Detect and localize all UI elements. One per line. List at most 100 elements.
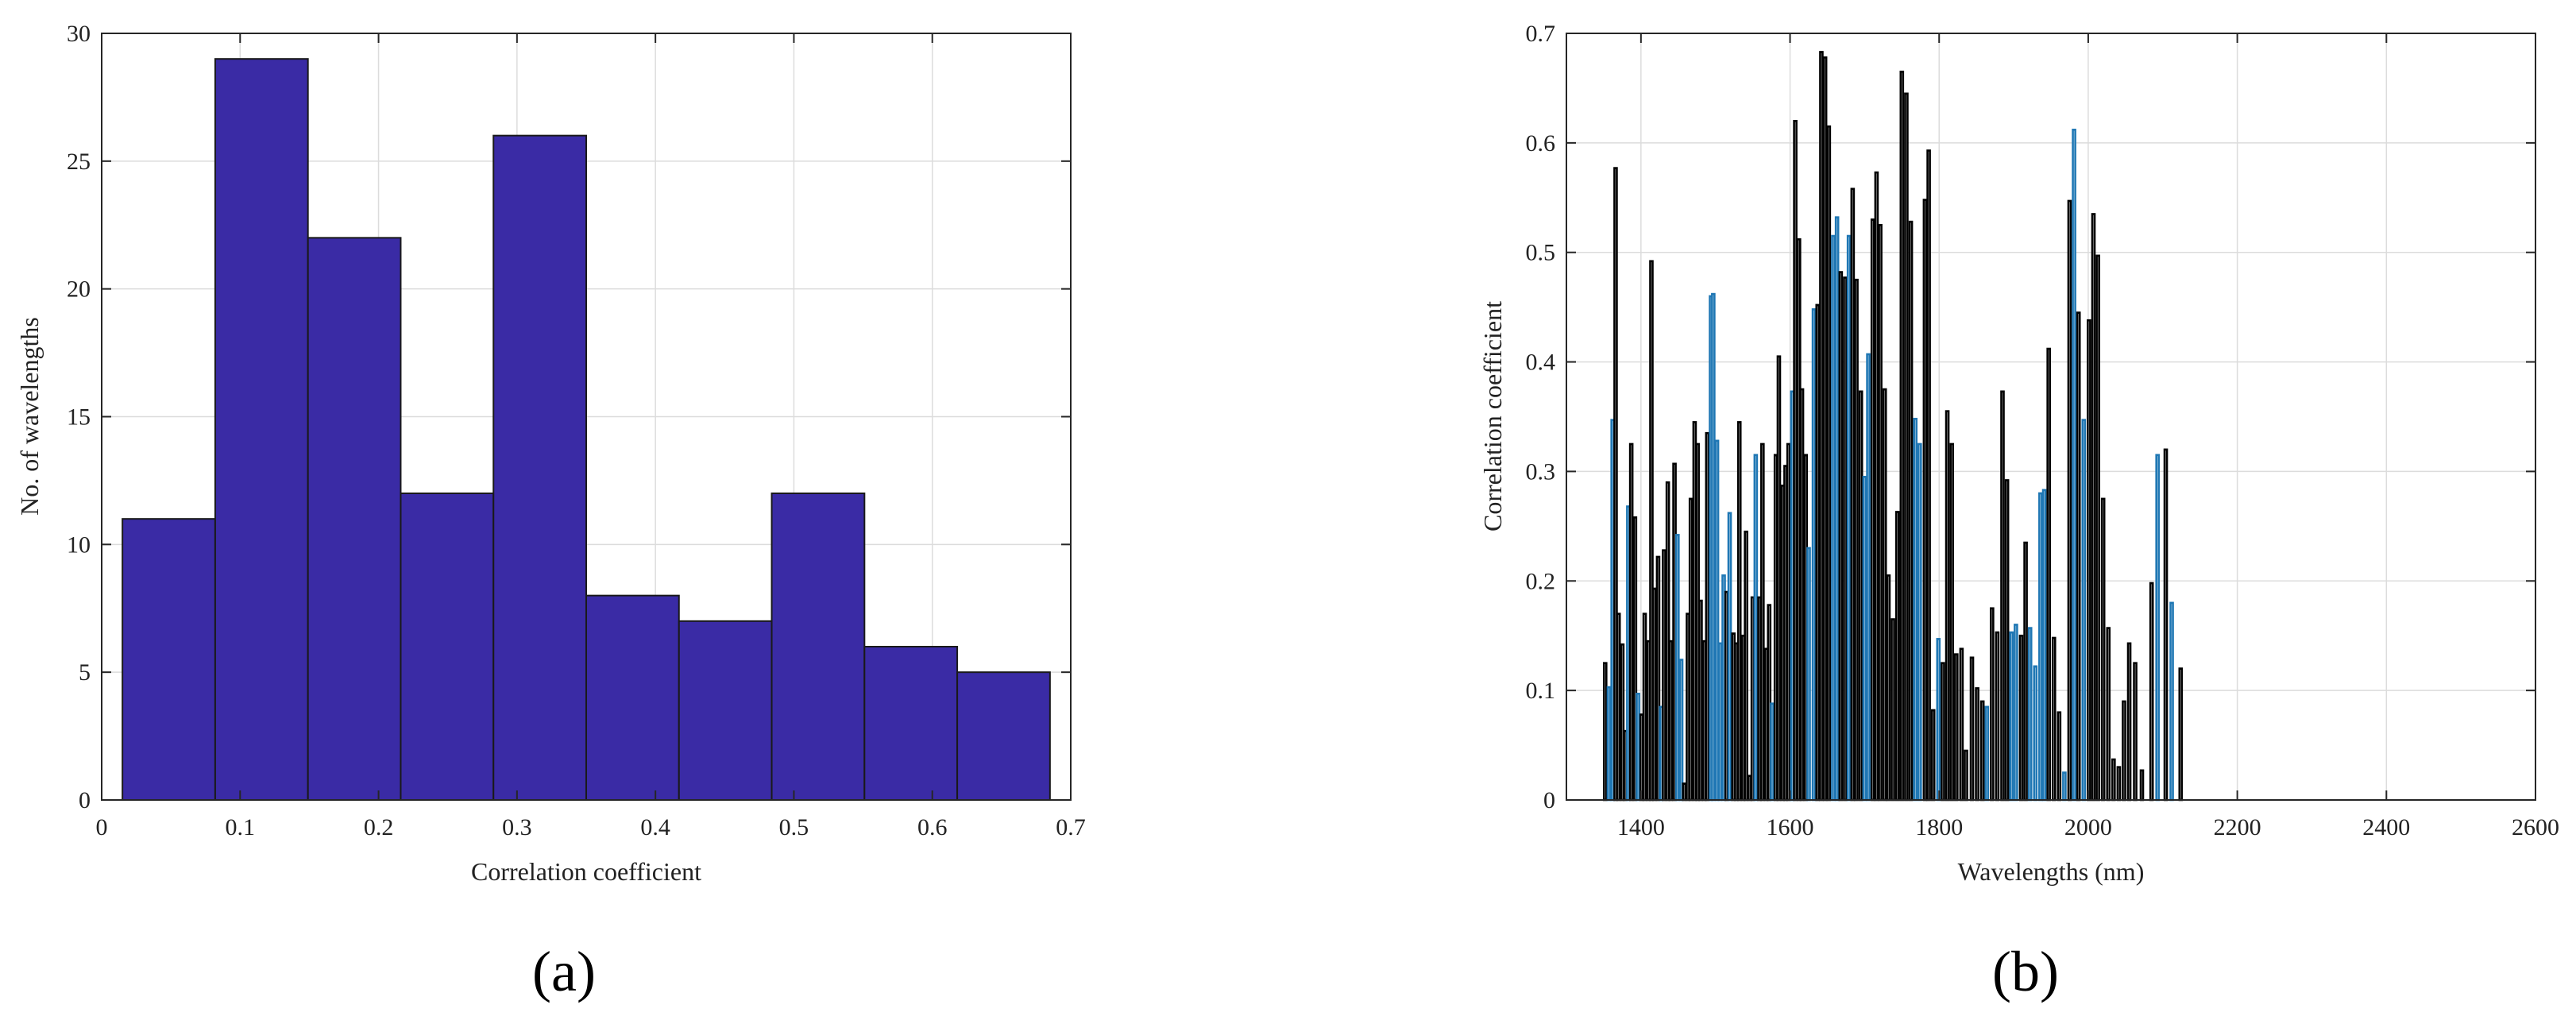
x-tick-label: 0 (96, 814, 108, 840)
wavelength-bar (1819, 51, 1824, 802)
wavelength-bar (1862, 476, 1867, 802)
wavelength-bar (2041, 489, 2047, 802)
wavelength-bar (1744, 530, 1748, 802)
wavelength-bar (1870, 218, 1875, 802)
wavelength-bar (2133, 662, 2138, 802)
wavelength-bar (1688, 497, 1694, 802)
axes-box-b (1566, 33, 2536, 801)
y-tick-label: 0.4 (1526, 350, 1556, 376)
wavelength-bar (1826, 125, 1832, 802)
wavelength-bar (1908, 220, 1914, 802)
wavelength-bar (2027, 627, 2033, 802)
x-axis-label-a: Correlation coefficient (471, 857, 701, 886)
wavelength-bar (2106, 627, 2111, 802)
histogram-bar (492, 134, 588, 801)
wavelength-bar (1811, 308, 1817, 802)
wavelength-bar (1878, 223, 1883, 802)
wavelength-bar (2062, 771, 2067, 802)
wavelength-bar (2004, 479, 2010, 802)
wavelength-bar (2072, 129, 2076, 802)
wavelength-bar (1922, 199, 1928, 802)
wavelength-bar (1854, 278, 1859, 802)
x-tick-label: 0.3 (502, 814, 532, 840)
wavelength-bar (1822, 56, 1828, 802)
y-tick-label: 0.2 (1526, 568, 1556, 594)
wavelength-bar (2169, 601, 2174, 802)
wavelength-bar (1926, 149, 1931, 802)
x-tick-label: 0.5 (779, 814, 809, 840)
x-tick-label: 0.2 (364, 814, 394, 840)
wavelength-bar (1760, 442, 1765, 802)
wavelength-bar (2126, 642, 2132, 802)
wavelength-bar (1954, 653, 1959, 802)
histogram-bar (122, 518, 216, 802)
y-tick-label: 5 (79, 659, 91, 686)
wavelength-bar (1904, 92, 1909, 802)
histogram-bar (678, 620, 773, 801)
panel-label-a: (a) (532, 940, 596, 1003)
wavelength-bar (1642, 612, 1647, 802)
wavelength-bar (1918, 442, 1922, 802)
wavelength-bar (1890, 618, 1895, 802)
wavelength-bar (1682, 782, 1687, 802)
wavelength-bar (1628, 442, 1634, 802)
wavelength-bar (1949, 442, 1954, 802)
wavelength-bar (1979, 700, 1985, 802)
x-tick-label: 0.6 (917, 814, 948, 840)
bars-a (122, 58, 1051, 802)
wavelength-bar (1793, 119, 1798, 802)
y-tick-label: 30 (67, 21, 91, 47)
x-axis-label-b: Wavelengths (nm) (1958, 857, 2145, 886)
wavelength-bar (1815, 303, 1821, 802)
wavelength-bar (1678, 659, 1684, 802)
wavelength-bar (2018, 634, 2024, 802)
wavelength-bar (1858, 390, 1863, 802)
x-tick-label: 2600 (2512, 814, 2559, 840)
wavelength-bar (1995, 631, 2000, 802)
wavelength-bar (1698, 599, 1703, 802)
histogram-bar (770, 493, 866, 801)
x-tick-label: 0.7 (1056, 814, 1086, 840)
wavelength-bar (1705, 431, 1710, 802)
wavelength-bar (2038, 492, 2043, 802)
wavelength-bar (2116, 766, 2122, 802)
y-tick-label: 0.7 (1526, 21, 1556, 47)
wavelength-bar (1786, 442, 1791, 802)
wavelength-bar (2111, 758, 2116, 802)
wavelength-bar (1831, 234, 1836, 802)
wavelength-bar (1717, 642, 1723, 802)
histogram-bar (585, 594, 680, 802)
wavelength-bar (2087, 319, 2091, 802)
wavelength-bar (1894, 511, 1900, 802)
y-tick-label: 0.5 (1526, 240, 1556, 266)
y-tick-label: 15 (67, 404, 91, 431)
y-tick-label: 0.6 (1526, 130, 1556, 156)
wavelength-bar (2100, 497, 2106, 802)
x-tick-label: 2400 (2362, 814, 2410, 840)
ticks-a: 0 0.1 0.2 0.3 0.4 0.5 0.6 0.7 0 5 10 15 20 25 30 (67, 21, 1086, 840)
wavelength-bar (2067, 199, 2072, 802)
wavelength-bar (2033, 665, 2038, 802)
wavelength-bar (1969, 656, 1975, 802)
x-tick-label: 1600 (1767, 814, 1814, 840)
wavelength-bar (1806, 547, 1811, 802)
wavelength-bar (1736, 421, 1742, 802)
y-tick-label: 0.1 (1526, 678, 1556, 704)
x-tick-label: 2000 (2064, 814, 2112, 840)
wavelength-bar (1843, 276, 1848, 802)
histogram-bar (863, 646, 959, 801)
wavelength-bar (1668, 640, 1674, 802)
wavelength-bar (1753, 454, 1759, 802)
wavelength-bar (2023, 541, 2028, 802)
wavelength-bar (1606, 686, 1612, 802)
x-tick-label: 0.4 (640, 814, 670, 840)
wavelength-bar (1711, 292, 1716, 802)
wavelength-bar (1799, 388, 1805, 802)
wavelength-bar (1675, 534, 1680, 802)
wavelength-bar (2014, 624, 2018, 802)
x-tick-label: 1400 (1617, 814, 1665, 840)
wavelength-bar (1834, 216, 1840, 802)
wavelength-bar (1959, 647, 1964, 802)
y-tick-label: 0.3 (1526, 458, 1556, 485)
